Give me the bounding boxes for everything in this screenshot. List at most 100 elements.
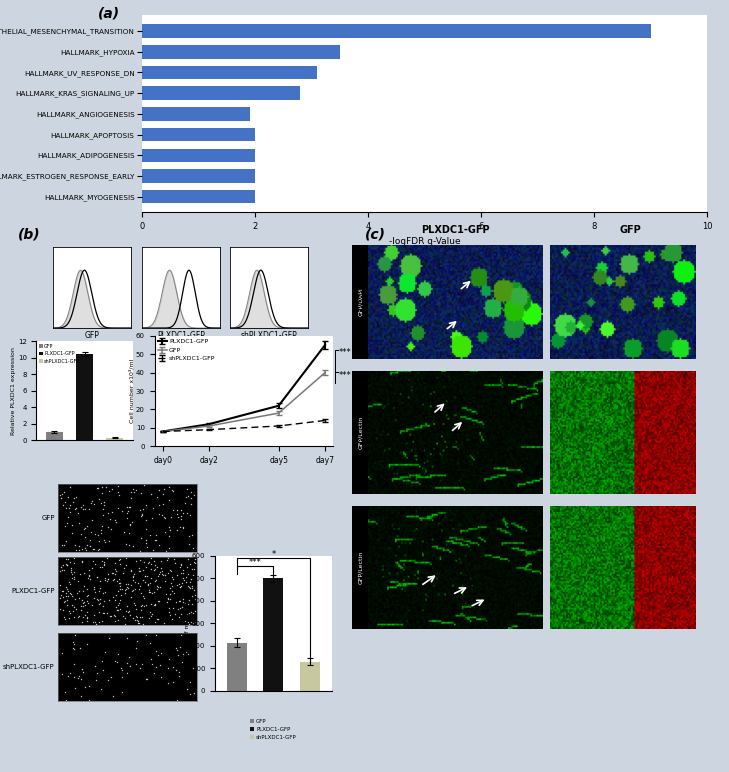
Point bbox=[151, 491, 163, 503]
Y-axis label: Number of migrated cells: Number of migrated cells bbox=[185, 584, 190, 663]
Point bbox=[98, 559, 110, 571]
Point bbox=[66, 527, 77, 539]
Point bbox=[104, 486, 115, 498]
Point bbox=[125, 492, 136, 504]
Point bbox=[186, 562, 198, 574]
Point bbox=[163, 605, 175, 618]
Point bbox=[140, 533, 152, 546]
Point bbox=[111, 656, 122, 669]
Point bbox=[177, 596, 189, 608]
Bar bbox=[142, 86, 300, 100]
Point bbox=[95, 527, 106, 539]
Point bbox=[88, 497, 100, 510]
Point bbox=[123, 527, 135, 540]
Point bbox=[109, 557, 120, 569]
Point bbox=[67, 496, 79, 508]
Point bbox=[138, 600, 149, 612]
Point bbox=[155, 554, 167, 567]
Point bbox=[56, 647, 68, 659]
Point bbox=[120, 537, 132, 550]
Point bbox=[173, 649, 184, 662]
Point bbox=[184, 575, 196, 587]
Point bbox=[92, 544, 104, 557]
Point bbox=[163, 494, 175, 506]
Bar bbox=[77, 354, 93, 440]
Point bbox=[69, 593, 81, 605]
Point bbox=[139, 592, 150, 604]
Point bbox=[84, 572, 95, 584]
Point bbox=[130, 603, 142, 615]
Point bbox=[89, 660, 101, 672]
Point bbox=[132, 577, 144, 589]
Point bbox=[175, 503, 187, 516]
Point bbox=[187, 598, 198, 610]
Point bbox=[189, 553, 200, 565]
Point bbox=[169, 557, 181, 569]
Point bbox=[82, 583, 93, 595]
Point bbox=[147, 658, 158, 670]
Text: PLXDC1-GFP: PLXDC1-GFP bbox=[11, 588, 55, 594]
Point bbox=[170, 642, 182, 654]
Point bbox=[58, 486, 70, 498]
Point bbox=[189, 563, 200, 575]
Point bbox=[176, 628, 187, 641]
Point bbox=[135, 662, 147, 674]
Point bbox=[69, 539, 81, 551]
Point bbox=[125, 564, 137, 577]
Point bbox=[138, 618, 149, 630]
Point bbox=[63, 576, 75, 588]
Point bbox=[150, 629, 162, 642]
Point bbox=[166, 612, 178, 625]
Point bbox=[116, 505, 128, 517]
Point bbox=[185, 573, 197, 585]
Point bbox=[76, 543, 87, 555]
Point bbox=[107, 591, 119, 603]
Point bbox=[110, 601, 122, 613]
Point bbox=[171, 569, 183, 581]
Point bbox=[80, 543, 92, 556]
Point bbox=[133, 561, 144, 574]
Point bbox=[135, 604, 147, 616]
Point bbox=[93, 598, 105, 610]
Point bbox=[95, 497, 107, 510]
Point bbox=[171, 694, 183, 706]
Point bbox=[82, 598, 93, 610]
Point bbox=[114, 557, 126, 570]
Point bbox=[55, 560, 67, 573]
Point bbox=[58, 611, 70, 623]
Point bbox=[163, 602, 174, 615]
Point bbox=[82, 589, 93, 601]
Point bbox=[67, 635, 79, 648]
Point bbox=[92, 529, 104, 541]
Point bbox=[179, 497, 191, 510]
Point bbox=[181, 608, 192, 620]
Point bbox=[145, 557, 157, 570]
Point bbox=[163, 481, 174, 493]
Bar bbox=[263, 578, 284, 691]
Point bbox=[119, 612, 130, 625]
Point bbox=[128, 483, 139, 496]
Point bbox=[149, 533, 161, 546]
Point bbox=[99, 571, 111, 584]
Point bbox=[165, 577, 176, 589]
Point bbox=[124, 660, 136, 672]
Point bbox=[148, 554, 160, 567]
Point bbox=[144, 611, 155, 624]
Point bbox=[77, 584, 89, 597]
Point bbox=[147, 502, 158, 514]
Point bbox=[109, 615, 121, 627]
Point bbox=[93, 585, 105, 598]
Point bbox=[141, 673, 153, 686]
Point bbox=[166, 484, 178, 496]
Point bbox=[147, 608, 158, 620]
Point bbox=[68, 611, 79, 623]
Point bbox=[134, 503, 146, 516]
Point bbox=[144, 586, 155, 598]
Point bbox=[81, 605, 93, 618]
Point bbox=[133, 615, 144, 627]
Point bbox=[149, 598, 161, 610]
Point bbox=[66, 587, 77, 600]
Point bbox=[105, 671, 117, 683]
Point bbox=[174, 581, 186, 593]
Y-axis label: Relative PLXDC1 expression: Relative PLXDC1 expression bbox=[12, 347, 16, 435]
